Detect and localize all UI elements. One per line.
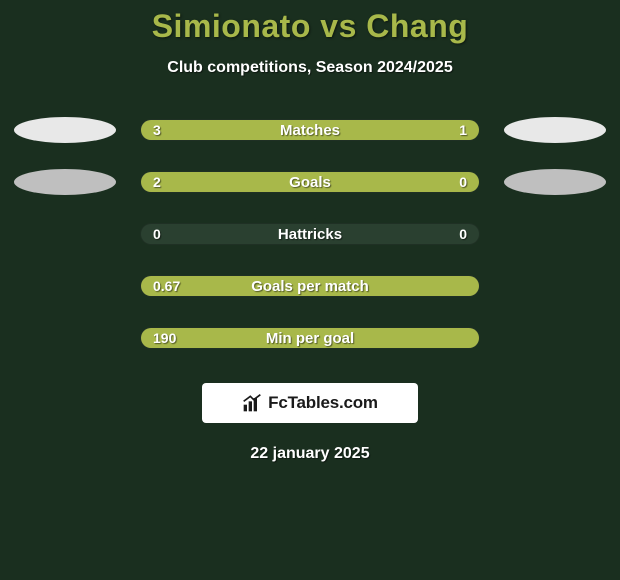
avatar-slot-left	[10, 325, 120, 351]
avatar-slot-right	[500, 221, 610, 247]
stat-row: 20Goals	[0, 169, 620, 195]
avatar-slot-right	[500, 325, 610, 351]
avatar-slot-right	[500, 273, 610, 299]
avatar-slot-left	[10, 221, 120, 247]
stat-value-left: 0	[153, 224, 161, 244]
player-avatar-left	[14, 117, 116, 143]
stat-value-right: 0	[459, 224, 467, 244]
stat-row: 31Matches	[0, 117, 620, 143]
stat-bar: 0.67Goals per match	[140, 275, 480, 297]
page-subtitle: Club competitions, Season 2024/2025	[0, 59, 620, 77]
stat-bar: 0 0Hattricks	[140, 223, 480, 245]
stats-rows: 31Matches 20Goals 0 0Hattricks 0.67Goals per…	[0, 117, 620, 351]
avatar-slot-right	[500, 117, 610, 143]
stat-bar: 20Goals	[140, 171, 480, 193]
stat-row: 0.67Goals per match	[0, 273, 620, 299]
player-avatar-right	[504, 169, 606, 195]
stat-label: Hattricks	[141, 224, 479, 244]
page-title: Simionato vs Chang	[0, 8, 620, 45]
bar-fill-right	[411, 172, 479, 192]
date-label: 22 january 2025	[0, 445, 620, 463]
bar-fill-left	[141, 172, 411, 192]
player-avatar-left	[14, 169, 116, 195]
stat-bar: 190Min per goal	[140, 327, 480, 349]
avatar-slot-left	[10, 117, 120, 143]
player-avatar-right	[504, 117, 606, 143]
brand-text: FcTables.com	[268, 393, 378, 413]
bar-fill-right	[395, 120, 480, 140]
bar-chart-icon	[242, 393, 262, 413]
brand-badge[interactable]: FcTables.com	[202, 383, 418, 423]
bar-fill-left	[141, 276, 479, 296]
avatar-slot-right	[500, 169, 610, 195]
stat-row: 190Min per goal	[0, 325, 620, 351]
avatar-slot-left	[10, 169, 120, 195]
bar-fill-left	[141, 328, 479, 348]
bar-fill-left	[141, 120, 395, 140]
stat-row: 0 0Hattricks	[0, 221, 620, 247]
avatar-slot-left	[10, 273, 120, 299]
stat-bar: 31Matches	[140, 119, 480, 141]
